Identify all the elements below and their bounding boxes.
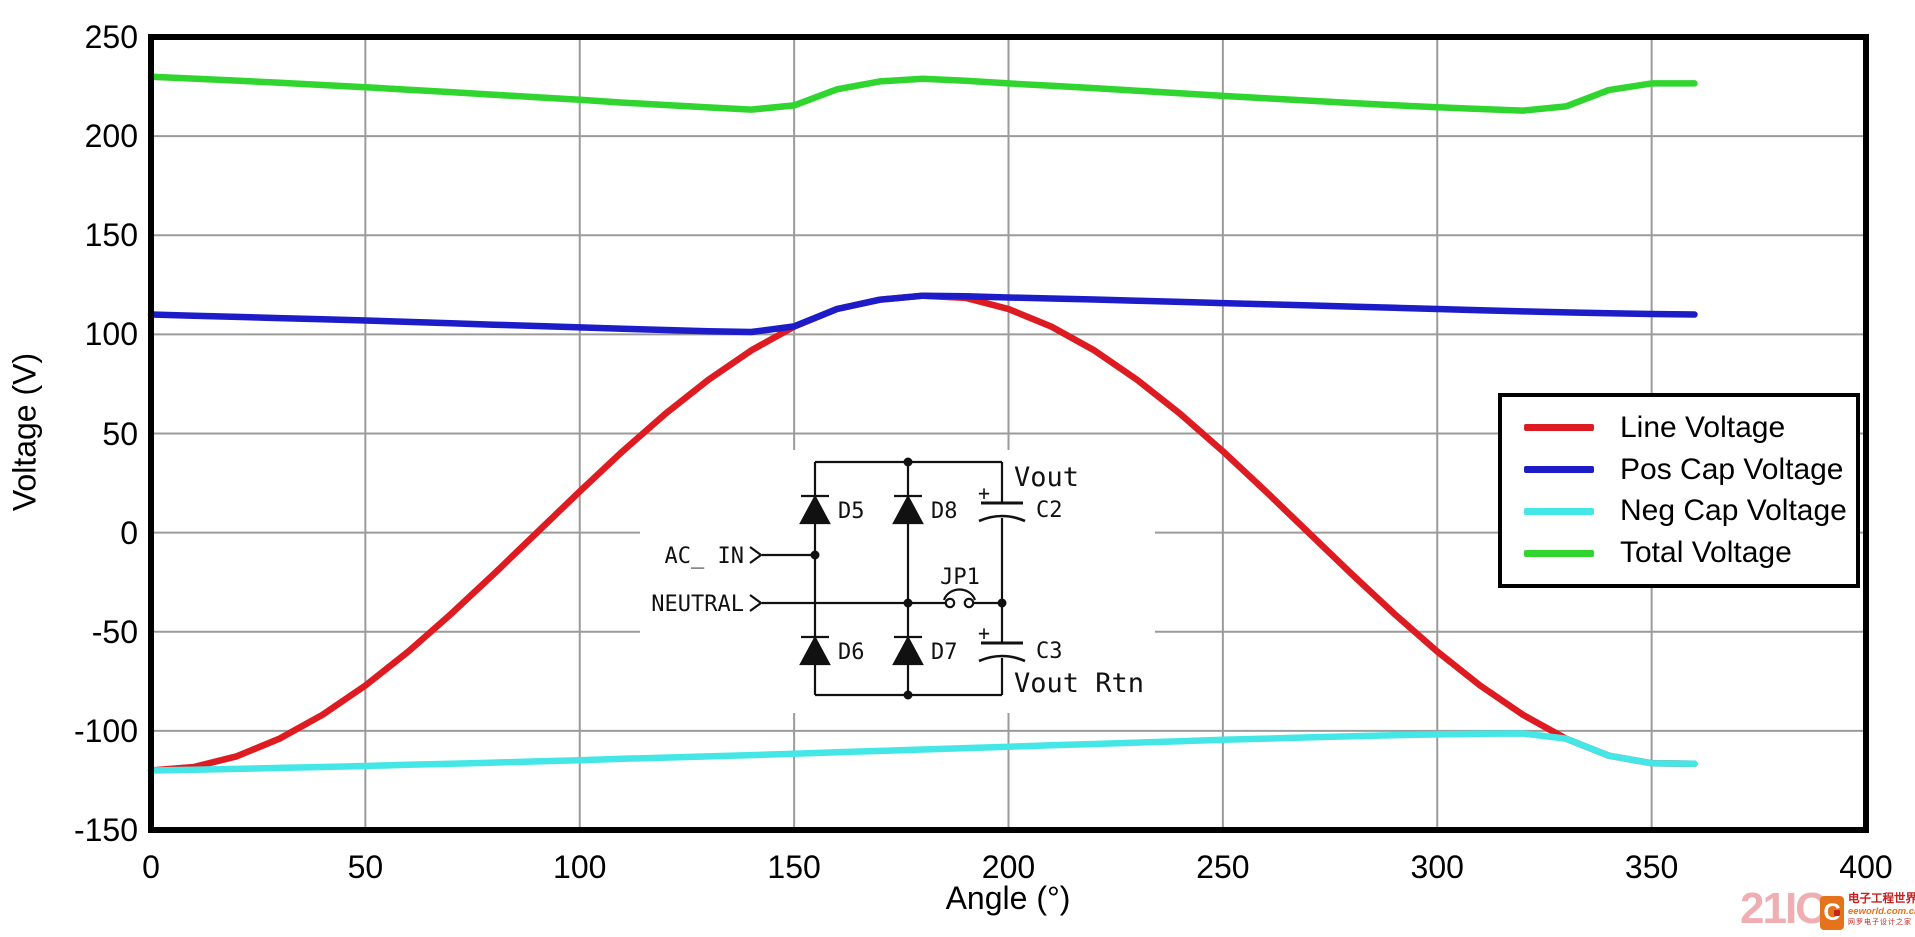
legend-item-line-voltage: Line Voltage <box>1502 411 1856 445</box>
y-tick-label-250: 250 <box>84 19 138 55</box>
label-c3: C3 <box>1036 639 1063 664</box>
label-d6: D6 <box>838 640 865 665</box>
plot-border <box>148 34 1869 833</box>
x-tick-label-100: 100 <box>553 849 607 885</box>
diode-d5 <box>799 494 831 525</box>
y-tick-label--50: -50 <box>91 613 138 650</box>
x-tick-label-50: 50 <box>347 849 384 885</box>
legend: Line Voltage Pos Cap Voltage Neg Cap Vol… <box>1498 393 1860 588</box>
eeworld-text-block: 电子工程世界 eeworld.com.cn 网罗电子设计之家 <box>1848 892 1915 927</box>
label-vout: Vout <box>1014 462 1079 493</box>
label-c2: C2 <box>1036 498 1063 523</box>
legend-label-pos-cap-voltage: Pos Cap Voltage <box>1620 452 1844 486</box>
curve-pos-cap-voltage <box>147 292 1698 336</box>
label-vout-rtn: Vout Rtn <box>1014 668 1144 699</box>
y-tick-label-200: 200 <box>84 118 138 155</box>
jumper-jp1-pin-left <box>944 597 956 609</box>
jumper-jp1-pin-right <box>963 597 975 609</box>
x-tick-label-250: 250 <box>1196 849 1250 885</box>
junction-dots <box>810 457 1007 700</box>
legend-item-total-voltage: Total Voltage <box>1502 536 1856 570</box>
label-ac-in: AC_ IN <box>665 544 744 569</box>
eeworld-logo-dot <box>1834 910 1840 916</box>
eeworld-brand-text: 电子工程世界 <box>1848 893 1915 905</box>
diode-d6 <box>799 635 831 666</box>
x-tick-label-350: 350 <box>1624 849 1679 885</box>
diode-d7 <box>892 635 924 666</box>
eeworld-logo: C <box>1820 896 1844 930</box>
x-tick-label-400: 400 <box>1839 849 1893 885</box>
watermark: 21IC C 电子工程世界 eeworld.com.cn 网罗电子设计之家 <box>1740 884 1915 937</box>
y-tick-label-150: 150 <box>84 217 138 254</box>
legend-label-total-voltage: Total Voltage <box>1620 536 1792 570</box>
x-tick-label-0: 0 <box>142 849 160 885</box>
curve-neg-cap-voltage <box>147 730 1698 774</box>
jumper-jp1-arc <box>942 588 977 601</box>
x-axis-label: Angle (°) <box>945 880 1071 916</box>
y-tick-label--150: -150 <box>73 812 138 848</box>
connector-chevron-ac-in <box>749 546 763 564</box>
x-tick-label-200: 200 <box>981 849 1036 885</box>
circuit-background <box>640 450 1155 713</box>
legend-item-pos-cap-voltage: Pos Cap Voltage <box>1502 453 1856 487</box>
label-d8: D8 <box>931 499 958 524</box>
y-tick-label-50: 50 <box>102 415 138 452</box>
curve-total-voltage <box>147 73 1698 114</box>
capacitor-c3 <box>978 641 1026 663</box>
label-d5: D5 <box>838 499 865 524</box>
eeworld-url-text: eeworld.com.cn <box>1848 906 1915 917</box>
x-tick-label-150: 150 <box>767 849 821 885</box>
legend-swatch-total-voltage <box>1524 549 1594 557</box>
y-tick-label-100: 100 <box>84 316 138 353</box>
legend-label-neg-cap-voltage: Neg Cap Voltage <box>1620 494 1847 528</box>
label-plus-c3: + <box>978 621 990 645</box>
watermark-21ic-text: 21IC <box>1740 884 1827 933</box>
capacitor-c2 <box>978 501 1026 523</box>
y-tick-label--100: -100 <box>73 712 138 749</box>
eeworld-tagline-text: 网罗电子设计之家 <box>1848 919 1912 926</box>
label-neutral: NEUTRAL <box>651 592 744 617</box>
legend-item-neg-cap-voltage: Neg Cap Voltage <box>1502 494 1856 528</box>
x-tick-label-300: 300 <box>1410 849 1464 885</box>
legend-label-line-voltage: Line Voltage <box>1620 410 1786 444</box>
y-tick-label-0: 0 <box>120 514 138 551</box>
legend-swatch-pos-cap-voltage <box>1524 466 1594 474</box>
diode-d8 <box>892 494 924 525</box>
eeworld-logo-letter: C <box>1823 899 1841 926</box>
connector-chevron-neutral <box>749 594 763 612</box>
label-plus-c2: + <box>978 481 990 505</box>
legend-swatch-line-voltage <box>1524 424 1594 432</box>
legend-swatch-neg-cap-voltage <box>1524 507 1594 515</box>
label-d7: D7 <box>931 640 958 665</box>
label-jp1: JP1 <box>940 565 980 590</box>
